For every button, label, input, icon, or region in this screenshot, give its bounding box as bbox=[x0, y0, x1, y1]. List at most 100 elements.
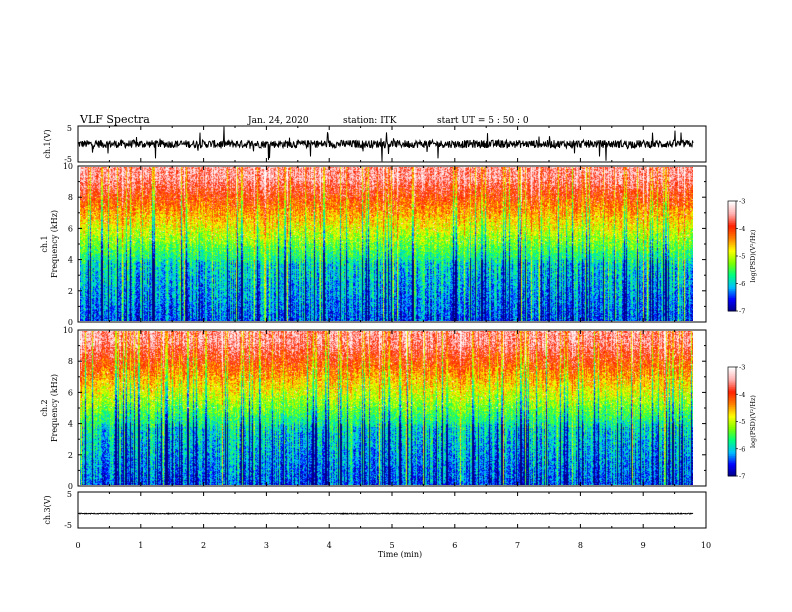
y-tick-label: 2 bbox=[68, 451, 73, 460]
colorbar-swatch bbox=[728, 292, 736, 295]
x-tick-label: 3 bbox=[264, 541, 269, 550]
colorbar-tick-label: -3 bbox=[739, 364, 745, 372]
colorbar-label: log(PSD)(V²/Hz) bbox=[749, 395, 757, 448]
colorbar-swatch bbox=[728, 421, 736, 424]
x-axis-label: Time (min) bbox=[378, 550, 422, 559]
x-tick-label: 9 bbox=[641, 541, 646, 550]
colorbar-swatch bbox=[728, 403, 736, 406]
colorbar-swatch bbox=[728, 307, 736, 310]
colorbar-swatch bbox=[728, 425, 736, 428]
x-tick-label: 10 bbox=[701, 541, 711, 550]
colorbar-swatch bbox=[728, 397, 736, 401]
colorbar-swatch bbox=[728, 294, 736, 297]
colorbar-swatch bbox=[728, 228, 736, 231]
colorbar-swatch bbox=[728, 367, 736, 370]
colorbar-swatch bbox=[728, 202, 736, 206]
colorbar-swatch bbox=[728, 452, 736, 455]
colorbar-swatch bbox=[728, 263, 736, 266]
colorbar-swatch bbox=[728, 470, 736, 473]
y-tick-label: 8 bbox=[68, 193, 73, 202]
colorbar-swatch bbox=[728, 252, 736, 255]
colorbar-swatch bbox=[728, 372, 736, 375]
colorbar-swatch bbox=[728, 287, 736, 290]
colorbar-swatch bbox=[728, 446, 736, 450]
figure-station: station: ITK bbox=[343, 116, 397, 126]
colorbar-swatch bbox=[728, 439, 736, 442]
figure-date: Jan. 24, 2020 bbox=[247, 116, 309, 126]
colorbar-swatch bbox=[728, 468, 736, 472]
ch2-spectrogram-ylabel-line1: ch.2 bbox=[40, 399, 49, 416]
colorbar-swatch bbox=[728, 436, 736, 439]
colorbar-swatch bbox=[728, 379, 736, 383]
colorbar-swatch bbox=[728, 410, 736, 413]
colorbar-swatch bbox=[728, 381, 736, 384]
y-tick-label: 6 bbox=[68, 224, 73, 233]
figure-start-ut: start UT = 5 : 50 : 0 bbox=[437, 116, 529, 126]
colorbar-swatch bbox=[728, 217, 736, 220]
colorbar-swatch bbox=[728, 454, 736, 457]
x-tick-label: 2 bbox=[201, 541, 206, 550]
colorbar-swatch bbox=[728, 201, 736, 204]
colorbar-tick-label: -5 bbox=[739, 418, 745, 426]
y-tick-label: 4 bbox=[68, 256, 73, 265]
x-axis-ticks: 0 1 2 3 4 5 6 7 8 9 10 bbox=[75, 126, 711, 550]
x-tick-label: 5 bbox=[389, 541, 394, 550]
ch3-waveform-line bbox=[77, 512, 694, 515]
colorbar-label: log(PSD)(V²/Hz) bbox=[749, 229, 757, 282]
colorbar-swatch bbox=[728, 246, 736, 250]
colorbar-swatch bbox=[728, 257, 736, 261]
colorbar-swatch bbox=[728, 370, 736, 373]
colorbar-swatch bbox=[728, 256, 736, 259]
colorbar-swatch bbox=[728, 412, 736, 415]
ch2-colorbar: -3 -4 -5 -6 -7 log(PSD)(V²/Hz) bbox=[727, 364, 757, 481]
colorbar-swatch bbox=[728, 234, 736, 237]
x-tick-label: 4 bbox=[327, 541, 332, 550]
colorbar-swatch bbox=[728, 212, 736, 215]
colorbar-tick-label: -4 bbox=[739, 225, 745, 233]
ch2-spectrogram-image bbox=[80, 331, 693, 485]
colorbar-tick-label: -5 bbox=[739, 253, 745, 261]
colorbar-swatch bbox=[728, 279, 736, 283]
colorbar-swatch bbox=[728, 230, 736, 233]
colorbar-swatch bbox=[728, 210, 736, 213]
colorbar-swatch bbox=[728, 441, 736, 444]
colorbar-swatch bbox=[728, 377, 736, 381]
colorbar-swatch bbox=[728, 406, 736, 410]
ch1-spectrogram-ylabel-line2: Frequency (kHz) bbox=[50, 210, 59, 278]
y-tick-label: 10 bbox=[63, 326, 73, 335]
colorbar-swatch bbox=[728, 245, 736, 248]
colorbar-swatch bbox=[728, 289, 736, 292]
ch3-ytick-bottom: -5 bbox=[64, 521, 72, 530]
colorbar-swatch bbox=[728, 456, 736, 459]
ch1-spectrogram-yticks: 0 2 4 6 8 10 bbox=[63, 162, 706, 327]
colorbar-swatch bbox=[728, 374, 736, 377]
colorbar-swatch bbox=[728, 417, 736, 421]
colorbar-swatch bbox=[728, 430, 736, 433]
colorbar-swatch bbox=[728, 414, 736, 417]
colorbar-swatch bbox=[728, 239, 736, 242]
ch3-waveform-ylabel: ch.3(V) bbox=[43, 495, 52, 524]
colorbar-tick-label: -6 bbox=[739, 280, 745, 288]
colorbar-swatch bbox=[728, 285, 736, 288]
colorbar-swatch bbox=[728, 270, 736, 273]
y-tick-label: 6 bbox=[68, 388, 73, 397]
colorbar-swatch bbox=[728, 300, 736, 303]
colorbar-tick-label: -6 bbox=[739, 445, 745, 453]
colorbar-swatch bbox=[728, 437, 736, 441]
y-tick-label: 8 bbox=[68, 357, 73, 366]
ch3-waveform-frame bbox=[77, 491, 707, 529]
colorbar-swatch bbox=[728, 368, 736, 372]
colorbar-swatch bbox=[728, 383, 736, 386]
ch1-spectrogram-ylabel-line1: ch.1 bbox=[40, 235, 49, 252]
colorbar-swatch bbox=[728, 443, 736, 446]
colorbar-tick-label: -7 bbox=[739, 473, 745, 481]
colorbar-swatch bbox=[728, 276, 736, 279]
colorbar-swatch bbox=[728, 226, 736, 229]
colorbar-tick-label: -7 bbox=[739, 308, 745, 316]
ch1-waveform-ylabel: ch.1(V) bbox=[43, 129, 52, 158]
colorbar-swatch bbox=[728, 448, 736, 452]
colorbar-swatch bbox=[728, 405, 736, 408]
colorbar-swatch bbox=[728, 428, 736, 432]
colorbar-swatch bbox=[728, 206, 736, 209]
colorbar-swatch bbox=[728, 237, 736, 240]
